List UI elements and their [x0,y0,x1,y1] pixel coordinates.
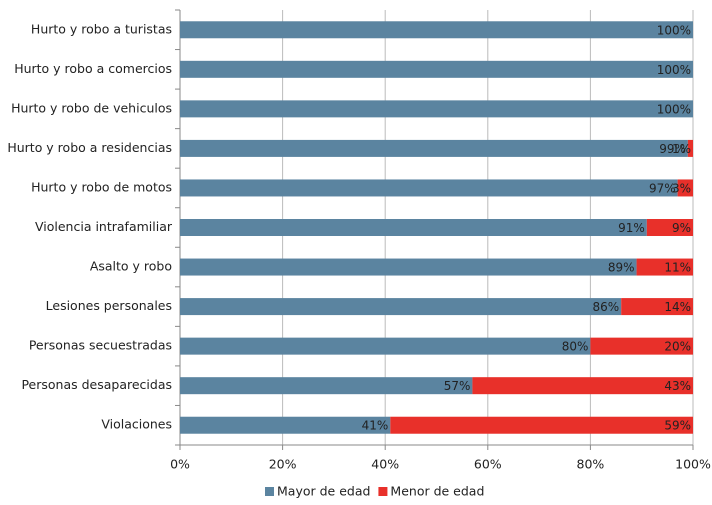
x-tick-label: 20% [269,457,297,472]
data-label: 20% [664,340,691,354]
bar-segment [590,337,693,355]
bar-segment [180,21,693,39]
bar-segment [621,298,693,316]
bar-segment [180,100,693,118]
bar-segment [180,416,391,434]
data-label: 86% [593,300,620,314]
data-label: 97% [649,181,676,195]
legend-swatch [265,487,274,496]
bar-segment [180,219,647,236]
data-label: 41% [362,419,389,433]
bar-segment [180,298,622,316]
data-label: 14% [664,300,691,314]
legend-swatch [378,487,388,496]
bar-segment [687,139,693,157]
legend-label: Menor de edad [390,484,484,499]
bar-segment [472,377,693,395]
bar-segment [180,377,473,395]
y-tick-label: Hurto y robo a residencias [7,140,172,155]
data-label: 100% [657,63,691,77]
x-tick-label: 100% [675,457,711,472]
bar-segment [180,60,693,78]
y-tick-label: Personas desaparecidas [21,377,172,392]
y-tick-label: Violaciones [101,417,172,432]
y-tick-label: Lesiones personales [46,298,172,313]
data-label: 89% [608,261,635,275]
x-tick-label: 40% [371,457,399,472]
y-tick-label: Hurto y robo a comercios [14,61,172,76]
data-label: 100% [657,23,691,37]
legend-label: Mayor de edad [277,484,370,499]
bar-segment [180,337,591,355]
bar-segment [677,179,693,197]
data-label: 100% [657,102,691,116]
bar-segment [636,258,693,276]
bar-segment [180,139,688,157]
data-label: 1% [672,142,691,156]
data-label: 80% [562,340,589,354]
y-tick-label: Hurto y robo a turistas [31,21,172,36]
bar-segment [180,179,678,197]
x-tick-label: 60% [474,457,502,472]
bar-segment [180,258,637,276]
data-label: 91% [618,221,645,235]
y-tick-label: Asalto y robo [90,259,172,274]
data-label: 9% [672,221,691,235]
y-tick-label: Hurto y robo de motos [31,179,172,194]
data-label: 3% [672,181,691,195]
data-label: 43% [664,379,691,393]
y-tick-label: Personas secuestradas [29,338,172,353]
x-tick-label: 80% [577,457,605,472]
y-tick-label: Violencia intrafamiliar [35,219,173,234]
data-label: 57% [444,379,471,393]
x-tick-label: 0% [170,457,190,472]
y-tick-label: Hurto y robo de vehiculos [11,100,172,115]
bar-segment [390,416,693,434]
bar-segment [646,219,693,236]
data-label: 99% [659,142,686,156]
data-label: 11% [664,261,691,275]
data-label: 59% [664,419,691,433]
